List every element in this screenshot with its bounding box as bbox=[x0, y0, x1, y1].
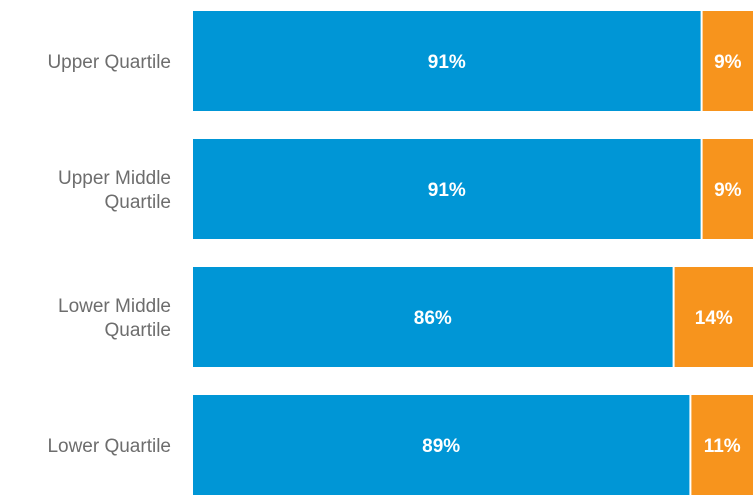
bars-group bbox=[193, 11, 753, 495]
bar-upper-middle-quartile-series-1 bbox=[193, 139, 701, 239]
bar-upper-middle-quartile-series-2 bbox=[702, 139, 753, 239]
category-label-lower-middle-quartile: Lower Middle Quartile bbox=[58, 296, 171, 341]
category-label-line: Upper Quartile bbox=[47, 52, 171, 73]
bar-lower-quartile-series-2 bbox=[691, 395, 753, 495]
category-label-upper-middle-quartile: Upper Middle Quartile bbox=[58, 168, 171, 213]
value-label-lower-middle-quartile-series-1: 86% bbox=[414, 308, 452, 329]
value-label-upper-quartile-series-2: 9% bbox=[714, 52, 742, 73]
bar-upper-quartile-series-1 bbox=[193, 11, 701, 111]
value-label-upper-middle-quartile-series-1: 91% bbox=[428, 180, 466, 201]
bar-lower-quartile-series-1 bbox=[193, 395, 690, 495]
value-label-upper-quartile-series-1: 91% bbox=[428, 52, 466, 73]
category-label-line: Quartile bbox=[104, 192, 171, 213]
value-label-lower-quartile-series-2: 11% bbox=[704, 436, 741, 457]
value-labels: 91% 9% 91% 9% 86% 14% 89% 11% bbox=[414, 52, 742, 457]
category-label-upper-quartile: Upper Quartile bbox=[47, 52, 171, 73]
value-label-lower-quartile-series-1: 89% bbox=[422, 436, 460, 457]
category-label-line: Quartile bbox=[104, 320, 171, 341]
category-label-line: Lower Quartile bbox=[47, 436, 171, 457]
category-label-line: Upper Middle bbox=[58, 168, 171, 189]
category-label-line: Lower Middle bbox=[58, 296, 171, 317]
bar-upper-quartile-series-2 bbox=[702, 11, 753, 111]
category-label-lower-quartile: Lower Quartile bbox=[47, 436, 171, 457]
value-label-lower-middle-quartile-series-2: 14% bbox=[695, 308, 733, 329]
bar-lower-middle-quartile-series-1 bbox=[193, 267, 673, 367]
bar-lower-middle-quartile-series-2 bbox=[674, 267, 753, 367]
value-label-upper-middle-quartile-series-2: 9% bbox=[714, 180, 742, 201]
